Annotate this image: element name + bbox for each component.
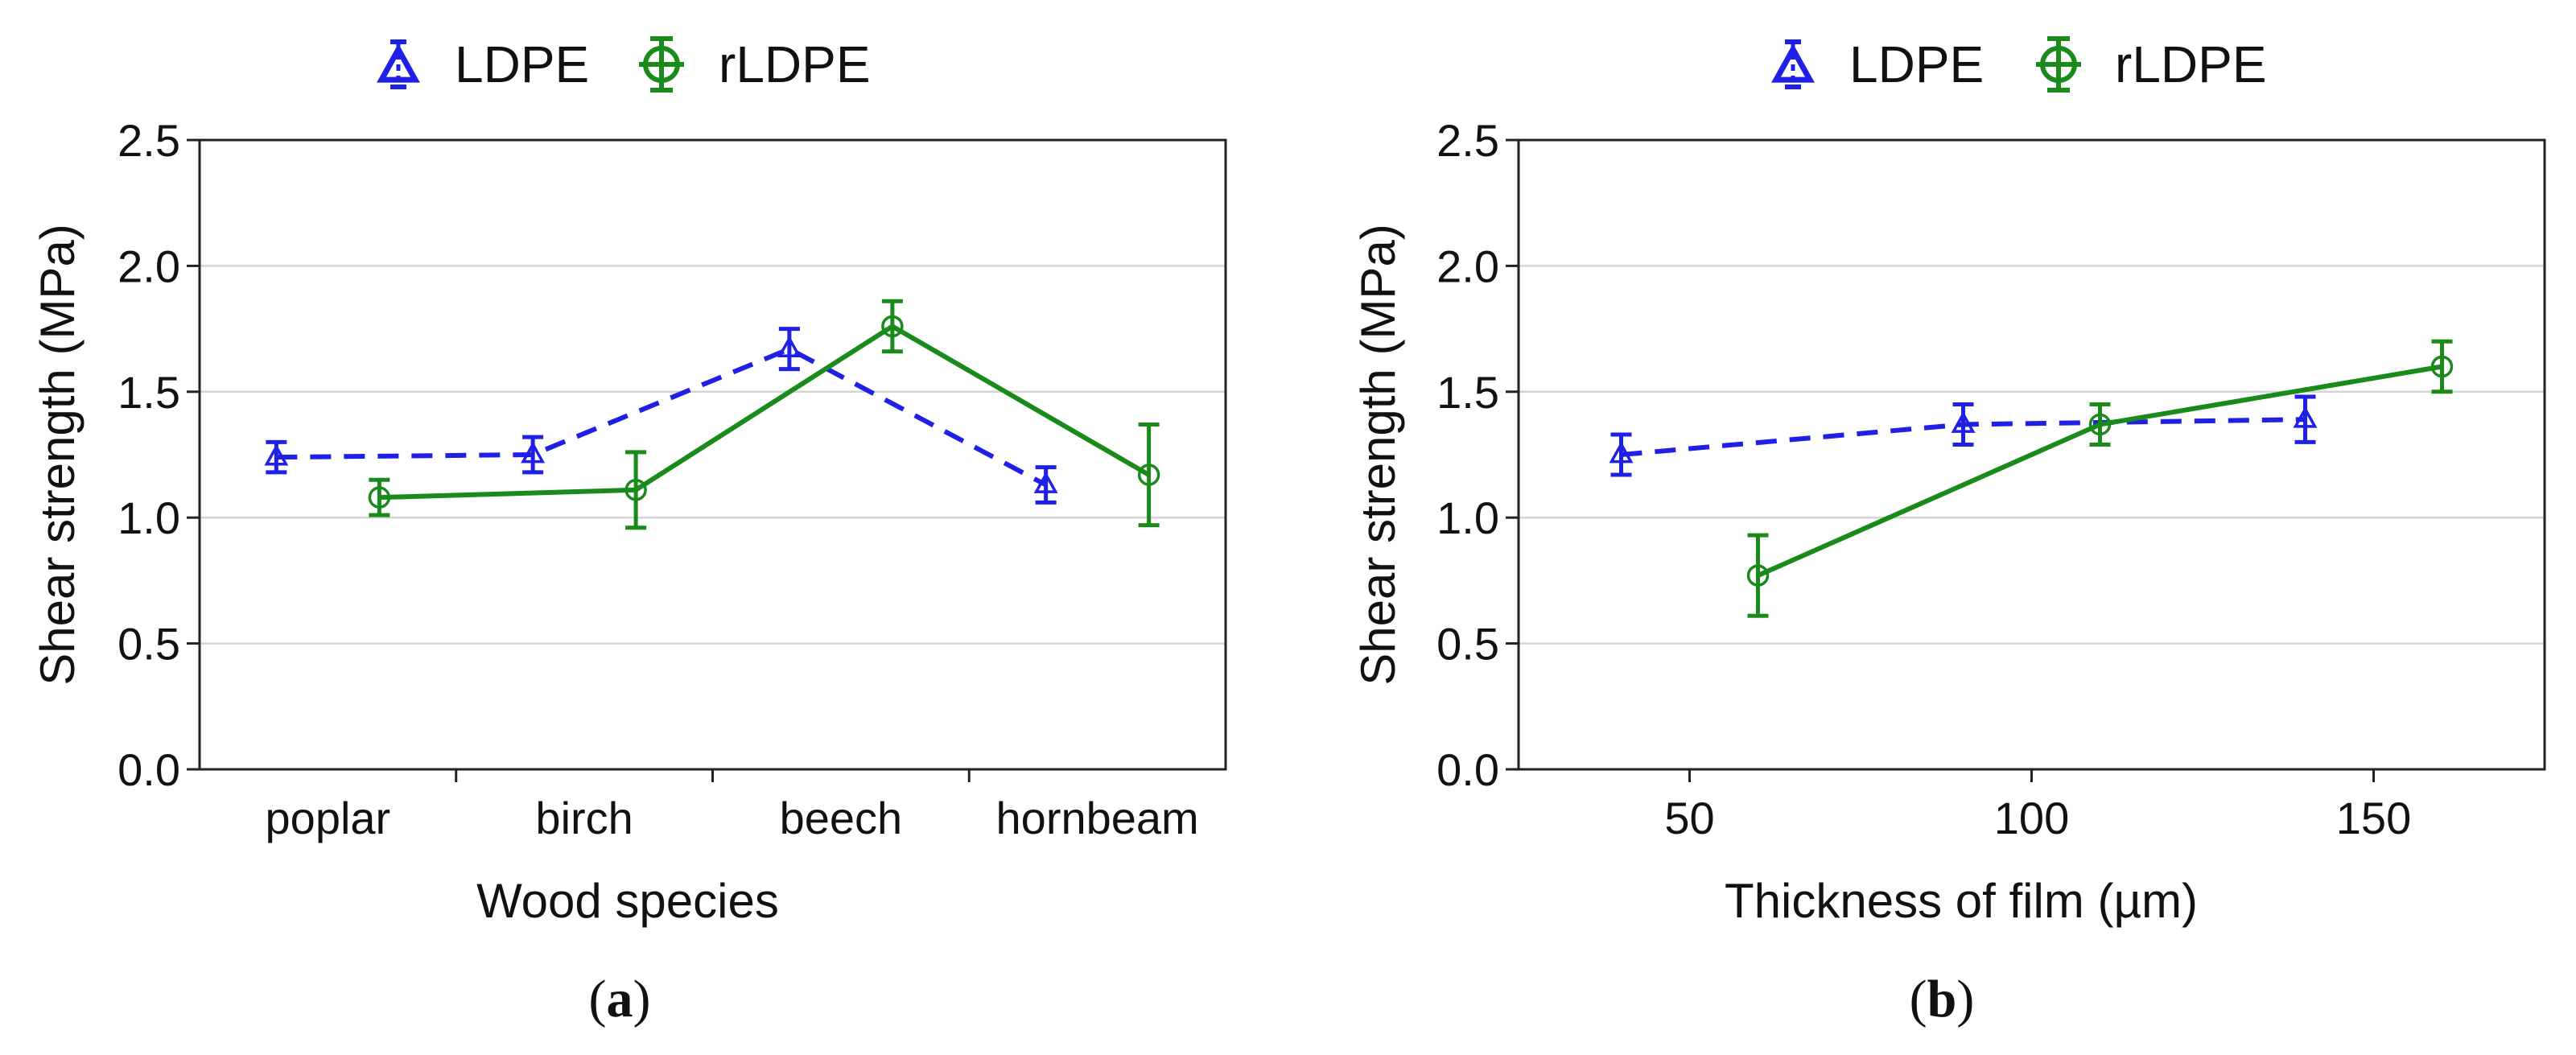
data-point-ldpe — [1951, 410, 1976, 433]
legend-marker-rldpe — [643, 46, 680, 83]
x-axis-label-a: Wood species — [476, 874, 779, 928]
y-axis-label-a: Shear strength (MPa) — [31, 224, 84, 686]
data-point-rldpe — [2430, 355, 2454, 378]
x-tick-label: 150 — [2336, 793, 2411, 843]
y-tick-label: 1.5 — [1436, 367, 1499, 418]
data-point-rldpe — [368, 486, 391, 509]
legend-label-ldpe: LDPE — [1849, 35, 1984, 93]
data-point-ldpe — [264, 443, 289, 466]
y-ticks-a: 0.0 0.5 1.0 1.5 2.0 2.5 — [117, 115, 200, 795]
series-rldpe — [368, 299, 1160, 530]
error-bar — [778, 327, 800, 372]
y-axis-label-b: Shear strength (MPa) — [1351, 224, 1405, 686]
data-point-rldpe — [2088, 413, 2112, 436]
y-tick-label: 2.5 — [1436, 115, 1499, 166]
series-a — [264, 299, 1160, 530]
legend-marker-rldpe — [2040, 46, 2077, 83]
data-point-rldpe — [1746, 564, 1770, 587]
y-tick-label: 1.5 — [117, 367, 180, 418]
panel-letter-a: a — [607, 970, 633, 1028]
y-tick-label: 2.5 — [117, 115, 180, 166]
panel-label-b: (b) — [1910, 970, 1975, 1028]
panel-b: LDPE rLDPE 0.0 0.5 1.0 1.5 2.0 2.5 50 100 150 S… — [1351, 35, 2546, 1028]
error-bar — [1138, 422, 1160, 528]
series-line-rldpe — [379, 323, 1151, 501]
x-tick-label: poplar — [266, 793, 391, 843]
panel-label-a: (a) — [589, 970, 651, 1028]
svg-text:(b): (b) — [1910, 970, 1975, 1028]
data-point-rldpe — [1137, 464, 1160, 486]
y-tick-label: 1.0 — [1436, 492, 1499, 543]
series-ldpe — [1609, 394, 2318, 477]
rldpe-legend-icon — [639, 36, 684, 93]
y-tick-label: 2.0 — [117, 241, 180, 291]
data-point-rldpe — [624, 479, 647, 501]
series-rldpe — [1746, 339, 2454, 618]
grid-a — [200, 265, 1226, 645]
error-bar — [625, 450, 647, 530]
legend-marker-ldpe — [1771, 43, 1815, 83]
error-bar — [2089, 402, 2111, 447]
data-point-ldpe — [521, 441, 546, 464]
panel-letter-b: b — [1927, 970, 1957, 1028]
error-bar — [1610, 432, 1632, 477]
error-bar — [2294, 394, 2316, 444]
data-point-ldpe — [2293, 406, 2318, 428]
legend-marker-ldpe — [377, 43, 420, 83]
data-point-ldpe — [1033, 471, 1058, 493]
error-bar — [1747, 533, 1769, 618]
grid-b — [1519, 265, 2545, 645]
x-tick-label: beech — [780, 793, 903, 843]
ldpe-legend-icon — [377, 39, 420, 89]
legend-label-rldpe: rLDPE — [719, 35, 871, 93]
y-tick-label: 0.5 — [117, 619, 180, 670]
data-point-ldpe — [1609, 441, 1634, 464]
y-ticks-b: 0.0 0.5 1.0 1.5 2.0 2.5 — [1436, 115, 1519, 795]
x-axis-label-b: Thickness of film (µm) — [1725, 874, 2198, 928]
legend-a: LDPE rLDPE — [377, 35, 871, 93]
series-line-ldpe — [276, 346, 1048, 488]
rldpe-legend-icon — [2036, 36, 2081, 93]
series-b — [1609, 339, 2454, 618]
series-line-rldpe — [1757, 364, 2443, 578]
legend-label-ldpe: LDPE — [455, 35, 589, 93]
x-ticks-a: poplar birch beech hornbeam — [266, 769, 1199, 843]
series-ldpe — [264, 327, 1058, 505]
y-tick-label: 2.0 — [1436, 241, 1499, 291]
legend-label-rldpe: rLDPE — [2115, 35, 2267, 93]
legend-b: LDPE rLDPE — [1771, 35, 2267, 93]
y-tick-label: 1.0 — [117, 492, 180, 543]
data-point-rldpe — [881, 315, 904, 338]
y-tick-label: 0.0 — [117, 744, 180, 795]
y-tick-label: 0.5 — [1436, 619, 1499, 670]
ldpe-legend-icon — [1771, 39, 1815, 89]
error-bar — [1952, 402, 1974, 447]
panel-a: LDPE rLDPE 0.0 0.5 1.0 1.5 2.0 2.5 poplar birc… — [31, 35, 1227, 1028]
y-tick-label: 0.0 — [1436, 744, 1499, 795]
data-point-ldpe — [777, 336, 802, 358]
svg-text:(a): (a) — [589, 970, 651, 1028]
x-tick-label: 100 — [1994, 793, 2069, 843]
x-tick-label: birch — [535, 793, 633, 843]
x-tick-label: hornbeam — [996, 793, 1199, 843]
x-tick-label: 50 — [1664, 793, 1714, 843]
x-ticks-b: 50 100 150 — [1664, 769, 2411, 843]
error-bar — [2431, 339, 2453, 394]
error-bar — [369, 477, 390, 517]
error-bar — [881, 299, 903, 354]
